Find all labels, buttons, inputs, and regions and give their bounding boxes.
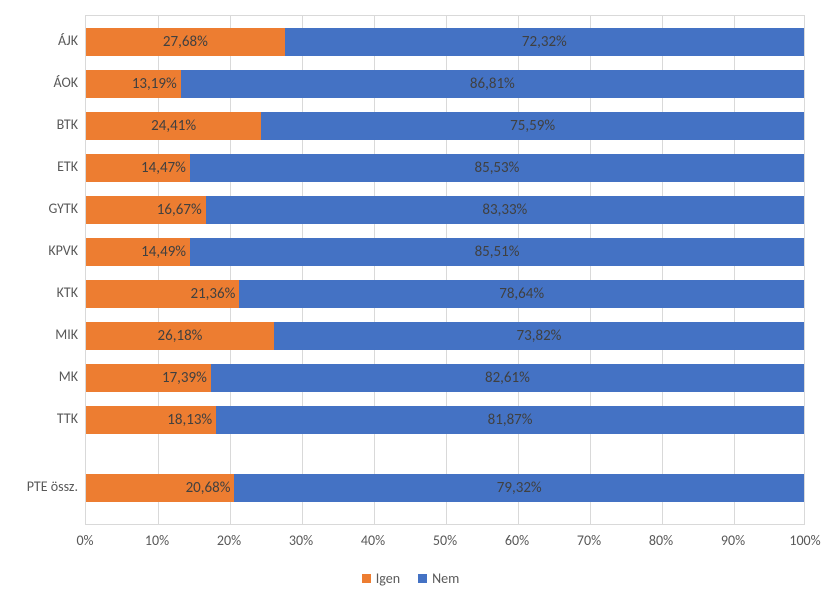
x-axis-tick-label: 40% xyxy=(361,532,385,549)
x-axis-tick-label: 10% xyxy=(145,532,169,549)
x-axis-tick-label: 50% xyxy=(433,532,457,549)
legend-swatch-igen xyxy=(362,574,371,583)
bar-value-label: 85,53% xyxy=(474,159,519,177)
bar-row: 24,41% 75,59% xyxy=(86,112,804,140)
bar-value-label: 26,18% xyxy=(158,327,203,345)
bar-value-label: 14,49% xyxy=(141,243,186,261)
y-axis-category-label: PTE össz. xyxy=(0,478,78,495)
bar-segment-igen: 17,39% xyxy=(86,364,211,392)
legend-item-nem: Nem xyxy=(418,570,459,587)
bar-segment-igen: 18,13% xyxy=(86,406,216,434)
bar-segment-igen: 16,67% xyxy=(86,196,206,224)
bar-segment-nem: 78,64% xyxy=(239,280,804,308)
bar-segment-igen: 26,18% xyxy=(86,322,274,350)
bar-value-label: 16,67% xyxy=(157,201,202,219)
y-axis-category-label: ÁOK xyxy=(0,74,78,91)
x-axis-tick-label: 90% xyxy=(721,532,745,549)
bar-value-label: 86,81% xyxy=(470,75,515,93)
bar-row: 17,39% 82,61% xyxy=(86,364,804,392)
bar-value-label: 79,32% xyxy=(497,479,542,497)
bar-value-label: 82,61% xyxy=(485,369,530,387)
bar-value-label: 27,68% xyxy=(163,33,208,51)
bar-segment-igen: 27,68% xyxy=(86,28,285,56)
legend-label-igen: Igen xyxy=(376,570,400,587)
x-axis-tick-label: 0% xyxy=(76,532,93,549)
bar-value-label: 75,59% xyxy=(510,117,555,135)
bar-value-label: 18,13% xyxy=(167,411,212,429)
bar-value-label: 17,39% xyxy=(162,369,207,387)
y-axis-category-label: MIK xyxy=(0,326,78,343)
bar-segment-igen: 21,36% xyxy=(86,280,239,308)
bar-segment-igen: 24,41% xyxy=(86,112,261,140)
bar-row: 27,68% 72,32% xyxy=(86,28,804,56)
bar-row: 13,19% 86,81% xyxy=(86,70,804,98)
y-axis-category-label: KPVK xyxy=(0,242,78,259)
plot-area: 27,68% 72,32% 13,19% 86,81% 24,41% 75,59% 14,4… xyxy=(85,15,805,525)
bar-segment-nem: 85,51% xyxy=(190,238,804,266)
bar-segment-nem: 85,53% xyxy=(190,154,804,182)
bar-row: 20,68% 79,32% xyxy=(86,474,804,502)
y-axis-category-label: GYTK xyxy=(0,200,78,217)
x-axis-tick-label: 70% xyxy=(577,532,601,549)
legend: Igen Nem xyxy=(0,570,821,587)
legend-item-igen: Igen xyxy=(362,570,400,587)
bar-segment-igen: 14,47% xyxy=(86,154,190,182)
x-axis-tick-label: 100% xyxy=(789,532,820,549)
bar-segment-nem: 72,32% xyxy=(285,28,804,56)
bar-value-label: 14,47% xyxy=(141,159,186,177)
bar-segment-nem: 75,59% xyxy=(261,112,804,140)
legend-label-nem: Nem xyxy=(432,570,459,587)
bar-segment-nem: 73,82% xyxy=(274,322,804,350)
bar-segment-nem: 81,87% xyxy=(216,406,804,434)
y-axis-category-label: MK xyxy=(0,368,78,385)
bar-segment-igen: 14,49% xyxy=(86,238,190,266)
bar-segment-igen: 13,19% xyxy=(86,70,181,98)
bar-value-label: 83,33% xyxy=(482,201,527,219)
bar-value-label: 78,64% xyxy=(499,285,544,303)
bar-value-label: 81,87% xyxy=(488,411,533,429)
bar-value-label: 73,82% xyxy=(517,327,562,345)
bar-row: 14,49% 85,51% xyxy=(86,238,804,266)
bar-segment-nem: 82,61% xyxy=(211,364,804,392)
y-axis-category-label: KTK xyxy=(0,284,78,301)
bar-row: 14,47% 85,53% xyxy=(86,154,804,182)
bar-segment-nem: 79,32% xyxy=(234,474,804,502)
bar-segment-igen: 20,68% xyxy=(86,474,234,502)
y-axis-category-label: ETK xyxy=(0,158,78,175)
bar-row: 26,18% 73,82% xyxy=(86,322,804,350)
bar-segment-nem: 86,81% xyxy=(181,70,804,98)
bar-value-label: 21,36% xyxy=(190,285,235,303)
x-axis-tick-label: 20% xyxy=(217,532,241,549)
bar-row: 16,67% 83,33% xyxy=(86,196,804,224)
y-axis-category-label: TTK xyxy=(0,410,78,427)
bar-value-label: 72,32% xyxy=(522,33,567,51)
legend-swatch-nem xyxy=(418,574,427,583)
x-axis-tick-label: 30% xyxy=(289,532,313,549)
y-axis-category-label: ÁJK xyxy=(0,32,78,49)
bar-value-label: 85,51% xyxy=(475,243,520,261)
bar-value-label: 13,19% xyxy=(132,75,177,93)
y-axis-category-label: BTK xyxy=(0,116,78,133)
x-axis-tick-label: 60% xyxy=(505,532,529,549)
bar-value-label: 24,41% xyxy=(151,117,196,135)
bar-row: 21,36% 78,64% xyxy=(86,280,804,308)
bar-value-label: 20,68% xyxy=(186,479,231,497)
bar-row: 18,13% 81,87% xyxy=(86,406,804,434)
stacked-bar-chart: 27,68% 72,32% 13,19% 86,81% 24,41% 75,59% 14,4… xyxy=(0,0,821,595)
x-axis-tick-label: 80% xyxy=(649,532,673,549)
bar-segment-nem: 83,33% xyxy=(206,196,804,224)
